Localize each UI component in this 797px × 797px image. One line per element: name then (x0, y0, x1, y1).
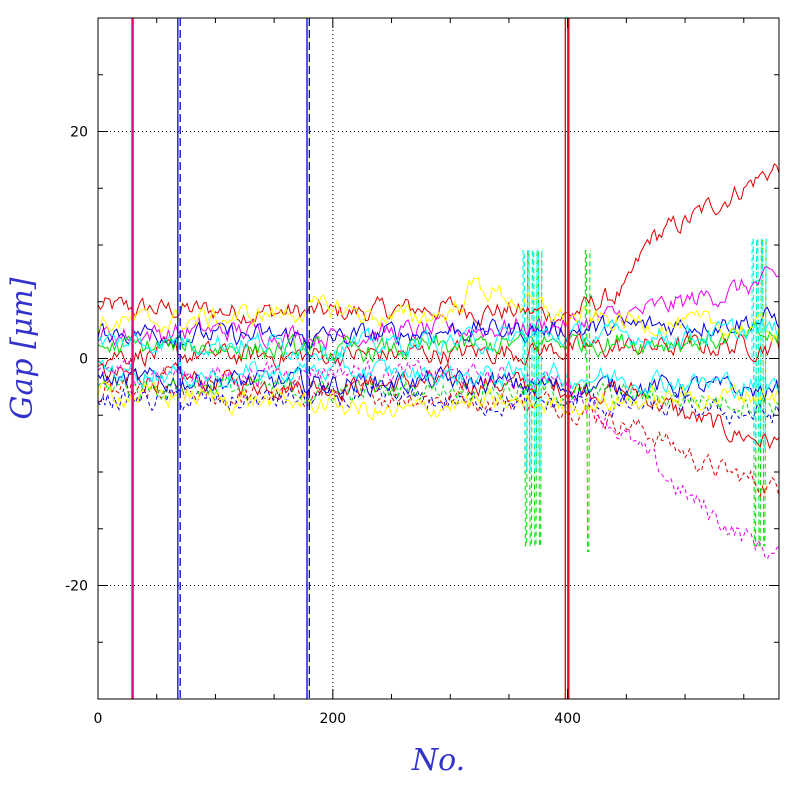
series-line (98, 317, 779, 362)
series-line (98, 382, 779, 426)
x-tick-label: 400 (554, 711, 581, 727)
series-line (98, 276, 779, 343)
series-line (98, 359, 779, 561)
y-tick-label: 0 (79, 352, 88, 368)
burst-regions (522, 238, 768, 552)
series-line (98, 321, 779, 363)
series-line (98, 365, 779, 403)
x-tick-labels: 0 200 400 (94, 711, 581, 727)
axis-ticks (97, 17, 779, 700)
series-line (98, 376, 779, 498)
burst-line (751, 238, 768, 547)
x-tick-label: 0 (94, 711, 103, 727)
vertical-spikes (131, 18, 570, 699)
series-line (98, 374, 779, 417)
series-line (98, 266, 779, 352)
y-tick-labels: -20 0 20 (65, 125, 88, 595)
series-line (98, 163, 779, 327)
x-axis-label: No. (411, 743, 465, 778)
series-lines (98, 163, 779, 561)
y-axis-label: Gap [μm] (5, 277, 40, 419)
burst-line (584, 250, 592, 552)
series-line (98, 381, 779, 421)
burst-line (522, 250, 543, 547)
burst-line (751, 238, 768, 450)
x-tick-label: 200 (319, 711, 346, 727)
y-tick-label: 20 (70, 125, 88, 141)
series-line (98, 306, 779, 350)
series-line (98, 332, 779, 370)
y-tick-label: -20 (65, 579, 88, 595)
burst-line (522, 250, 543, 473)
series-line (98, 361, 779, 450)
series-line (98, 352, 779, 399)
